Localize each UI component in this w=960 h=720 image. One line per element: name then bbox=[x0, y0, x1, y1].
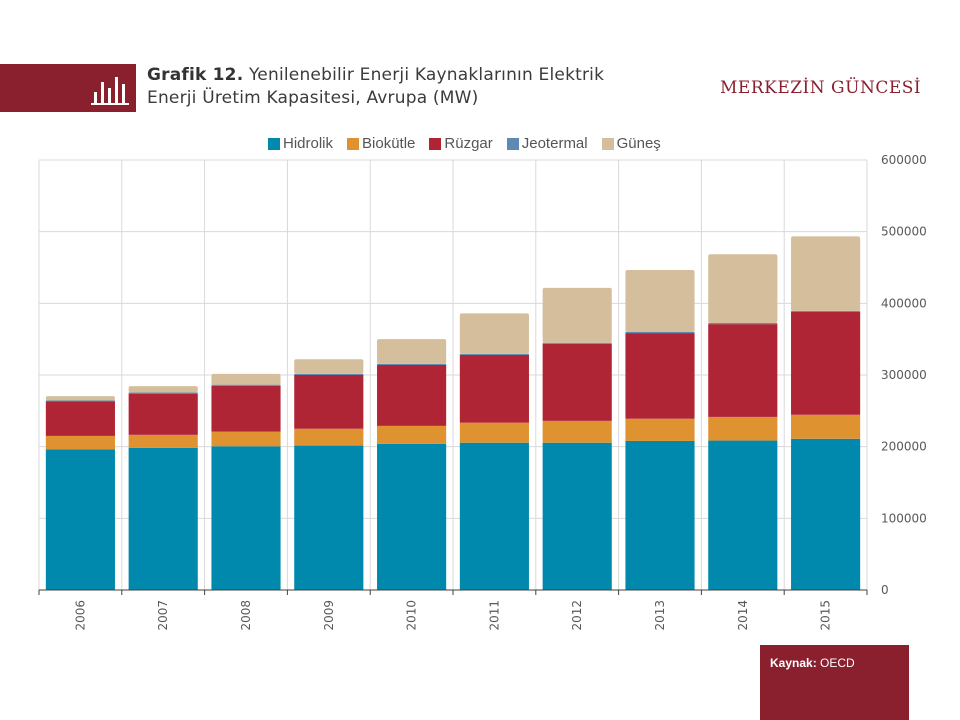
y-tick-label: 500000 bbox=[881, 225, 927, 239]
bar-segment-biokütle bbox=[377, 425, 447, 444]
legend-label: Hidrolik bbox=[283, 135, 334, 152]
source-label: Kaynak: bbox=[770, 656, 817, 670]
bar-segment-biokütle bbox=[45, 435, 115, 450]
bar-segment-hidrolik bbox=[211, 446, 281, 590]
bar-chart-icon bbox=[91, 77, 129, 105]
legend-swatch bbox=[601, 137, 614, 150]
bar-segment-güneş bbox=[708, 254, 778, 324]
bar-segment-güneş bbox=[211, 373, 281, 385]
bar-segment-rüzgar bbox=[294, 375, 364, 429]
y-tick-label: 0 bbox=[881, 583, 889, 597]
y-tick-label: 300000 bbox=[881, 368, 927, 382]
legend-label: Güneş bbox=[616, 135, 661, 152]
bar-segment-jeotermal bbox=[45, 400, 115, 402]
bar-segment-güneş bbox=[542, 287, 612, 343]
bar-segment-rüzgar bbox=[377, 364, 447, 426]
y-tick-label: 100000 bbox=[881, 511, 927, 525]
bar-segment-biokütle bbox=[542, 420, 612, 443]
bar-segment-hidrolik bbox=[542, 442, 612, 590]
bar-segment-biokütle bbox=[625, 418, 695, 441]
bar-segment-jeotermal bbox=[211, 384, 281, 386]
bar-segment-jeotermal bbox=[542, 342, 612, 344]
bar-segment-hidrolik bbox=[791, 438, 861, 590]
y-tick-label: 400000 bbox=[881, 296, 927, 310]
bar-segment-biokütle bbox=[128, 434, 198, 448]
legend-label: Rüzgar bbox=[444, 135, 493, 152]
legend-item: Rüzgar bbox=[429, 135, 493, 152]
bar-segment-güneş bbox=[791, 236, 861, 311]
bar-segment-jeotermal bbox=[128, 392, 198, 394]
y-tick-label: 200000 bbox=[881, 440, 927, 454]
legend-swatch bbox=[506, 137, 519, 150]
bar-segment-jeotermal bbox=[791, 310, 861, 312]
bar-segment-hidrolik bbox=[45, 449, 115, 590]
bar-segment-biokütle bbox=[708, 416, 778, 441]
x-tick-label: 2007 bbox=[156, 600, 170, 631]
x-tick-label: 2008 bbox=[239, 600, 253, 631]
bar-segment-jeotermal bbox=[625, 332, 695, 334]
x-tick-label: 2012 bbox=[570, 600, 584, 631]
bar-segment-hidrolik bbox=[377, 443, 447, 590]
bar-segment-jeotermal bbox=[459, 353, 529, 355]
bar-segment-güneş bbox=[377, 339, 447, 364]
bar-segment-biokütle bbox=[791, 414, 861, 439]
chart-legend: Hidrolik Biokütle Rüzgar Jeotermal Güneş bbox=[268, 135, 661, 152]
legend-item: Hidrolik bbox=[268, 135, 333, 152]
title-line-2: Enerji Üretim Kapasitesi, Avrupa (MW) bbox=[147, 88, 479, 108]
bar-segment-güneş bbox=[625, 270, 695, 332]
bar-segment-hidrolik bbox=[708, 440, 778, 590]
bar-segment-jeotermal bbox=[708, 323, 778, 325]
bar-segment-hidrolik bbox=[128, 447, 198, 590]
bar-segment-güneş bbox=[294, 359, 364, 374]
title-line-1: Yenilenebilir Enerji Kaynaklarının Elekt… bbox=[248, 65, 605, 85]
bar-segment-rüzgar bbox=[459, 354, 529, 423]
bar-segment-biokütle bbox=[294, 428, 364, 446]
x-tick-label: 2010 bbox=[405, 600, 419, 631]
legend-item: Biokütle bbox=[347, 135, 415, 152]
bar-segment-jeotermal bbox=[294, 373, 364, 375]
bar-segment-biokütle bbox=[459, 422, 529, 443]
bar-segment-hidrolik bbox=[625, 440, 695, 590]
source-value: OECD bbox=[820, 656, 855, 670]
bar-segment-güneş bbox=[459, 313, 529, 354]
bar-segment-biokütle bbox=[211, 431, 281, 447]
legend-swatch bbox=[268, 137, 280, 150]
bar-segment-rüzgar bbox=[791, 311, 861, 415]
legend-item: Jeotermal bbox=[506, 135, 588, 152]
legend-label: Biokütle bbox=[362, 135, 416, 152]
bar-segment-güneş bbox=[128, 386, 198, 393]
bar-segment-rüzgar bbox=[211, 385, 281, 432]
bar-segment-jeotermal bbox=[377, 363, 447, 365]
bar-segment-güneş bbox=[45, 396, 115, 401]
brand-logo: MERKEZİN GÜNCESİ bbox=[720, 78, 922, 98]
bar-segment-rüzgar bbox=[45, 401, 115, 436]
source-box: Kaynak: OECD bbox=[760, 645, 909, 720]
x-tick-label: 2009 bbox=[322, 600, 336, 631]
x-tick-label: 2015 bbox=[819, 600, 833, 631]
legend-swatch bbox=[429, 137, 442, 150]
y-tick-label: 600000 bbox=[881, 153, 927, 167]
title-bold: Grafik 12. bbox=[147, 65, 244, 85]
x-tick-label: 2014 bbox=[736, 600, 750, 631]
legend-item: Güneş bbox=[601, 135, 661, 152]
x-tick-label: 2013 bbox=[653, 600, 667, 631]
chart-title: Grafik 12. Yenilenebilir Enerji Kaynakla… bbox=[147, 64, 604, 110]
bar-segment-hidrolik bbox=[294, 445, 364, 590]
legend-label: Jeotermal bbox=[521, 135, 588, 152]
bar-segment-rüzgar bbox=[625, 333, 695, 419]
bar-segment-rüzgar bbox=[542, 343, 612, 421]
x-tick-label: 2011 bbox=[487, 600, 501, 631]
legend-swatch bbox=[347, 137, 360, 150]
bar-segment-rüzgar bbox=[708, 324, 778, 417]
bar-segment-rüzgar bbox=[128, 393, 198, 435]
bar-segment-hidrolik bbox=[459, 442, 529, 590]
x-tick-label: 2006 bbox=[73, 600, 87, 631]
